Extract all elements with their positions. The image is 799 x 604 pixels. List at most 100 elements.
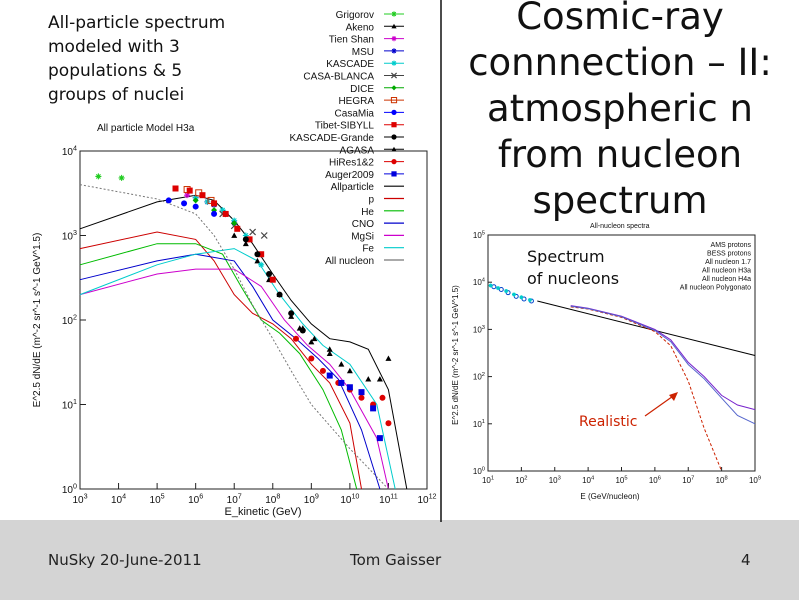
legend-label: All nucleon 1.7 bbox=[705, 259, 751, 266]
plot-title: All-nucleon spectra bbox=[590, 223, 650, 230]
x-tick-label: 107 bbox=[682, 475, 694, 485]
data-point bbox=[519, 295, 524, 300]
series-line bbox=[537, 300, 756, 356]
legend-label: DICE bbox=[350, 84, 374, 95]
data-point bbox=[199, 192, 206, 199]
data-point bbox=[172, 185, 179, 192]
data-point bbox=[358, 394, 365, 401]
annotation-line: Spectrum bbox=[527, 247, 605, 266]
legend-label: MgSi bbox=[351, 231, 374, 242]
data-point bbox=[222, 210, 229, 217]
slide-title: Cosmic-ray connnection – II: atmospheric… bbox=[445, 0, 795, 224]
data-point bbox=[326, 350, 333, 357]
data-point bbox=[95, 173, 102, 180]
data-point bbox=[391, 109, 397, 115]
legend-label: Fe bbox=[362, 244, 374, 255]
data-point bbox=[308, 338, 315, 345]
series-casamia bbox=[165, 197, 218, 217]
data-point bbox=[258, 261, 265, 268]
legend-label: HEGRA bbox=[338, 96, 374, 107]
series-line bbox=[570, 305, 756, 425]
model-curve-mgsi bbox=[79, 268, 389, 490]
x-tick-label: 101 bbox=[482, 475, 494, 485]
callout-arrowhead bbox=[669, 392, 678, 401]
data-point bbox=[376, 435, 383, 442]
data-point bbox=[358, 389, 365, 396]
series-line bbox=[570, 306, 723, 472]
annotation-line: modeled with 3 bbox=[48, 37, 180, 57]
y-tick-label: 104 bbox=[473, 278, 486, 288]
data-point bbox=[385, 355, 392, 361]
legend-label: BESS protons bbox=[707, 251, 751, 258]
data-point bbox=[269, 276, 276, 283]
legend-label: Grigorov bbox=[336, 10, 374, 21]
data-point bbox=[391, 11, 397, 17]
data-point bbox=[266, 271, 273, 278]
y-tick-label: 101 bbox=[473, 419, 485, 429]
data-point bbox=[260, 232, 268, 239]
annotation-line: populations & 5 bbox=[48, 61, 182, 81]
data-point bbox=[254, 257, 261, 264]
x-tick-label: 104 bbox=[582, 475, 595, 485]
title-line: atmospheric n bbox=[487, 87, 753, 130]
data-point bbox=[504, 289, 509, 294]
legend-label: All nucleon bbox=[325, 256, 374, 267]
legend-label: Allparticle bbox=[331, 182, 375, 193]
data-point bbox=[165, 197, 172, 204]
data-point bbox=[211, 210, 218, 217]
data-point bbox=[242, 236, 249, 243]
data-point bbox=[296, 325, 303, 331]
series-grigorov bbox=[95, 173, 125, 181]
data-point bbox=[527, 297, 532, 302]
data-point bbox=[346, 367, 353, 374]
legend-label: KASCADE bbox=[326, 59, 374, 70]
data-point bbox=[370, 405, 377, 412]
series-kascade-grande bbox=[242, 236, 306, 334]
data-point bbox=[242, 240, 249, 247]
series-all-nucleon-1-7 bbox=[537, 300, 756, 356]
x-tick-label: 108 bbox=[716, 475, 728, 485]
data-point bbox=[391, 85, 397, 91]
x-tick-label: 106 bbox=[649, 475, 661, 485]
data-point bbox=[496, 286, 501, 291]
data-point bbox=[391, 48, 397, 54]
series-all-nucleon-polygonato bbox=[570, 305, 756, 425]
title-line: from nucleon bbox=[497, 133, 743, 176]
data-point bbox=[192, 203, 199, 210]
title-line: connnection – II: bbox=[468, 41, 772, 84]
legend-label: CNO bbox=[352, 219, 374, 230]
legend-label: Akeno bbox=[346, 22, 375, 33]
title-line: spectrum bbox=[532, 179, 708, 222]
data-point bbox=[219, 207, 226, 214]
footer-author: Tom Gaisser bbox=[350, 551, 442, 569]
x-axis-label: E (GeV/nucleon) bbox=[580, 492, 639, 501]
data-point bbox=[204, 198, 211, 205]
series-all-nucleon-h3a bbox=[570, 306, 723, 472]
series-agasa bbox=[296, 325, 392, 382]
chart-all-nucleon: 101 102 103 104 105 106 107 108 1091001011021031… bbox=[443, 214, 799, 520]
data-point bbox=[391, 159, 397, 165]
legend-label: He bbox=[361, 207, 374, 218]
legend-label: Tibet-SIBYLL bbox=[315, 121, 375, 132]
legend-label: CASA-BLANCA bbox=[303, 72, 374, 83]
chart-all-particle: 103 104 105 106 107 108 109 1010 1011 10121001011… bbox=[8, 0, 442, 522]
plot-title: All particle Model H3a bbox=[97, 123, 195, 134]
footer-band bbox=[0, 520, 799, 600]
data-point bbox=[379, 394, 386, 401]
legend-label: CasaMia bbox=[335, 108, 375, 119]
data-point bbox=[276, 291, 283, 298]
data-point bbox=[390, 72, 398, 79]
data-point bbox=[258, 251, 265, 258]
x-tick-label: 103 bbox=[549, 475, 561, 485]
data-point bbox=[234, 225, 241, 232]
model-curve-p bbox=[79, 231, 362, 490]
series-tibet-sibyll bbox=[172, 185, 276, 283]
data-point bbox=[326, 372, 333, 379]
data-point bbox=[326, 346, 333, 352]
data-point bbox=[521, 296, 527, 302]
data-point bbox=[181, 200, 188, 207]
x-axis-label: E_kinetic (GeV) bbox=[224, 506, 301, 518]
legend-label: HiRes1&2 bbox=[329, 158, 374, 169]
